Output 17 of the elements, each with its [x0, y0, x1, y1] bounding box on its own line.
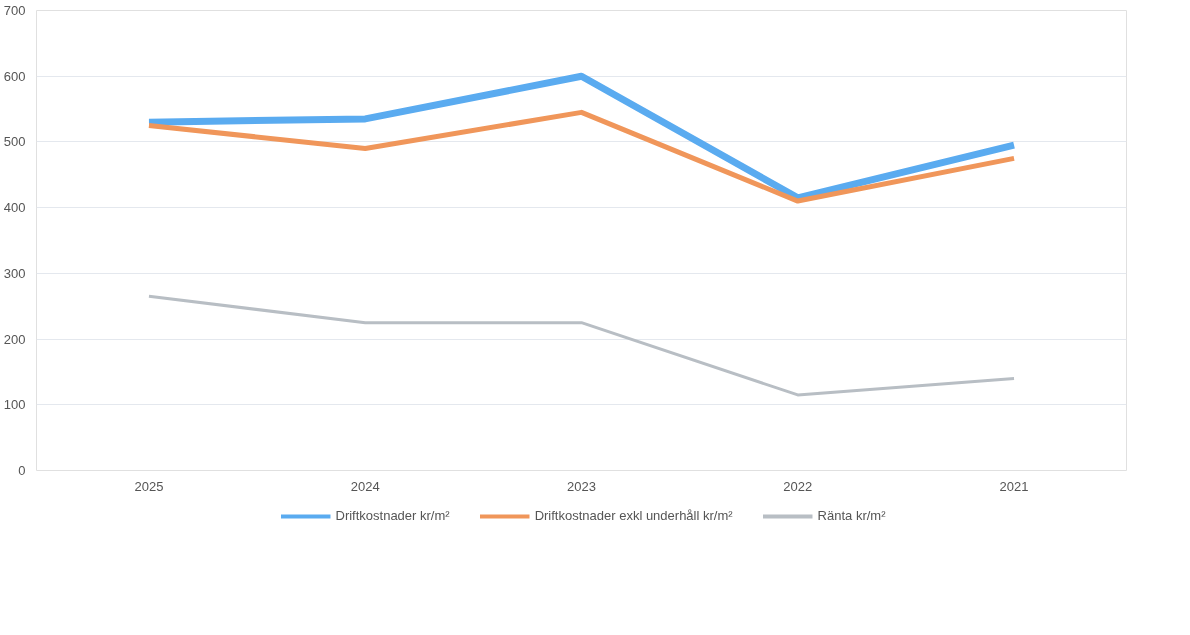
x-tick-label: 2025	[134, 478, 164, 494]
y-tick-label: 300	[3, 265, 26, 281]
y-tick-label: 700	[3, 3, 26, 18]
legend-label: Driftkostnader kr/m²	[335, 508, 450, 523]
y-tick-label: 600	[3, 68, 26, 84]
y-tick-label: 100	[3, 397, 26, 413]
x-tick-label: 2022	[783, 478, 813, 494]
x-tick-label: 2021	[999, 478, 1029, 494]
y-tick-label: 200	[3, 331, 26, 347]
x-tick-label: 2024	[350, 478, 380, 494]
line-series	[147, 294, 1016, 397]
x-tick-label: 2023	[567, 478, 596, 494]
legend-label: Driftkostnader exkl underhåll kr/m²	[534, 508, 733, 523]
y-tick-label: 500	[3, 134, 26, 150]
legend-label: Ränta kr/m²	[817, 508, 886, 523]
y-tick-label: 0	[18, 463, 26, 478]
y-tick-label: 400	[3, 200, 26, 216]
